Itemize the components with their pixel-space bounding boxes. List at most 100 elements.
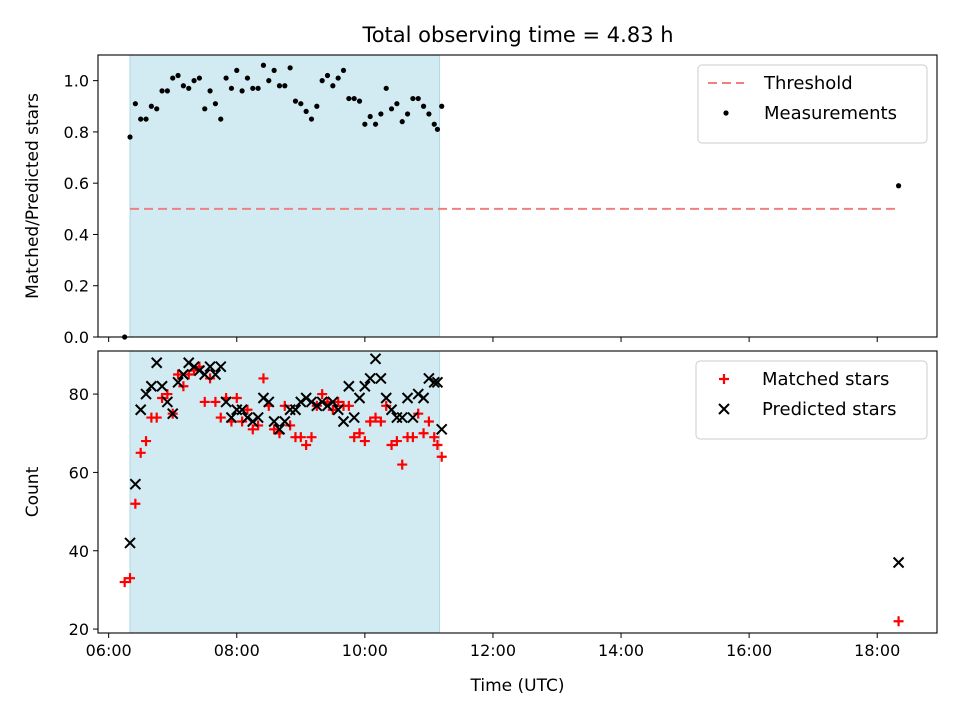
- data-point: [432, 440, 443, 450]
- data-point: [431, 376, 444, 389]
- data-point: [362, 121, 368, 127]
- data-point: [295, 396, 307, 408]
- data-point: [327, 404, 338, 415]
- x-tick-label: 18:00: [854, 641, 900, 660]
- y-axis-label: Matched/Predicted stars: [23, 93, 43, 299]
- data-point: [191, 78, 197, 84]
- data-point: [129, 478, 142, 490]
- data-point: [332, 404, 344, 416]
- data-point: [301, 440, 312, 450]
- data-point: [292, 98, 299, 104]
- data-point: [250, 85, 256, 91]
- data-point: [895, 183, 902, 189]
- data-point: [391, 436, 402, 447]
- data-point: [247, 424, 258, 435]
- data-point: [346, 95, 352, 102]
- data-point: [372, 121, 379, 127]
- data-point: [404, 111, 411, 117]
- y-tick-label: 40: [69, 542, 89, 561]
- data-point: [138, 116, 144, 122]
- x-tick-label: 10:00: [342, 641, 388, 660]
- data-point: [354, 428, 365, 439]
- x-tick-label: 16:00: [726, 641, 772, 660]
- data-point: [343, 400, 354, 411]
- y-tick-label: 0.6: [64, 174, 89, 193]
- data-point: [239, 88, 245, 94]
- data-point: [204, 360, 216, 373]
- data-point: [119, 577, 130, 588]
- data-point: [151, 357, 163, 369]
- legend-swatch: [723, 110, 729, 116]
- data-point: [172, 376, 184, 389]
- data-point: [228, 85, 235, 91]
- data-point: [215, 360, 227, 373]
- data-point: [156, 380, 168, 392]
- data-point: [223, 75, 229, 81]
- data-point: [202, 106, 208, 112]
- data-point: [330, 83, 336, 89]
- data-point: [434, 126, 441, 132]
- data-point: [199, 368, 211, 381]
- data-point: [303, 108, 309, 114]
- data-point: [359, 436, 370, 447]
- data-point: [386, 440, 397, 450]
- data-point: [417, 392, 430, 404]
- data-point: [375, 416, 386, 427]
- x-tick-label: 14:00: [598, 641, 644, 660]
- y-tick-label: 0.8: [64, 123, 89, 142]
- data-point: [285, 420, 296, 431]
- data-point: [170, 75, 176, 81]
- data-point: [321, 400, 334, 412]
- data-point: [365, 416, 376, 427]
- data-point: [369, 353, 382, 365]
- data-point: [394, 101, 400, 107]
- data-point: [279, 415, 291, 428]
- chart-title: Total observing time = 4.83 h: [361, 23, 673, 47]
- data-point: [151, 412, 162, 423]
- data-point: [167, 407, 179, 420]
- data-point: [260, 62, 267, 68]
- legend-box: [697, 64, 928, 144]
- data-point: [218, 116, 224, 122]
- data-point: [269, 424, 280, 435]
- data-point: [308, 116, 315, 122]
- data-point: [188, 360, 200, 373]
- data-point: [255, 85, 261, 91]
- data-point: [333, 396, 344, 407]
- data-point: [415, 95, 421, 102]
- data-point: [164, 88, 170, 94]
- y-tick-label: 0.4: [64, 225, 89, 244]
- data-point: [289, 404, 302, 416]
- x-tick-label: 08:00: [214, 641, 260, 660]
- data-point: [348, 411, 360, 424]
- y-axis-label: Count: [23, 466, 43, 517]
- y-tick-label: 0.0: [64, 328, 89, 347]
- observing-interval-shade: [129, 54, 441, 338]
- data-point: [141, 436, 152, 447]
- data-point: [183, 357, 195, 369]
- data-point: [159, 88, 165, 94]
- data-point: [282, 83, 288, 89]
- data-point: [410, 95, 416, 102]
- data-point: [276, 83, 283, 89]
- data-point: [205, 373, 216, 384]
- data-point: [436, 423, 448, 436]
- series-measurements: [122, 62, 902, 340]
- legend: Threshold Measurements: [697, 64, 928, 144]
- data-point: [199, 396, 210, 407]
- data-point: [413, 408, 424, 419]
- data-point: [340, 67, 347, 73]
- data-point: [212, 101, 219, 107]
- data-point: [351, 95, 357, 102]
- data-point: [401, 392, 414, 404]
- x-tick-label: 12:00: [470, 641, 516, 660]
- series-predicted-stars: [124, 353, 905, 569]
- data-point: [257, 392, 270, 404]
- data-point: [237, 416, 248, 427]
- data-point: [161, 396, 174, 408]
- y-tick-label: 20: [69, 620, 89, 639]
- data-point: [186, 85, 192, 91]
- data-point: [383, 85, 389, 91]
- data-point: [125, 573, 136, 584]
- data-point: [175, 72, 181, 79]
